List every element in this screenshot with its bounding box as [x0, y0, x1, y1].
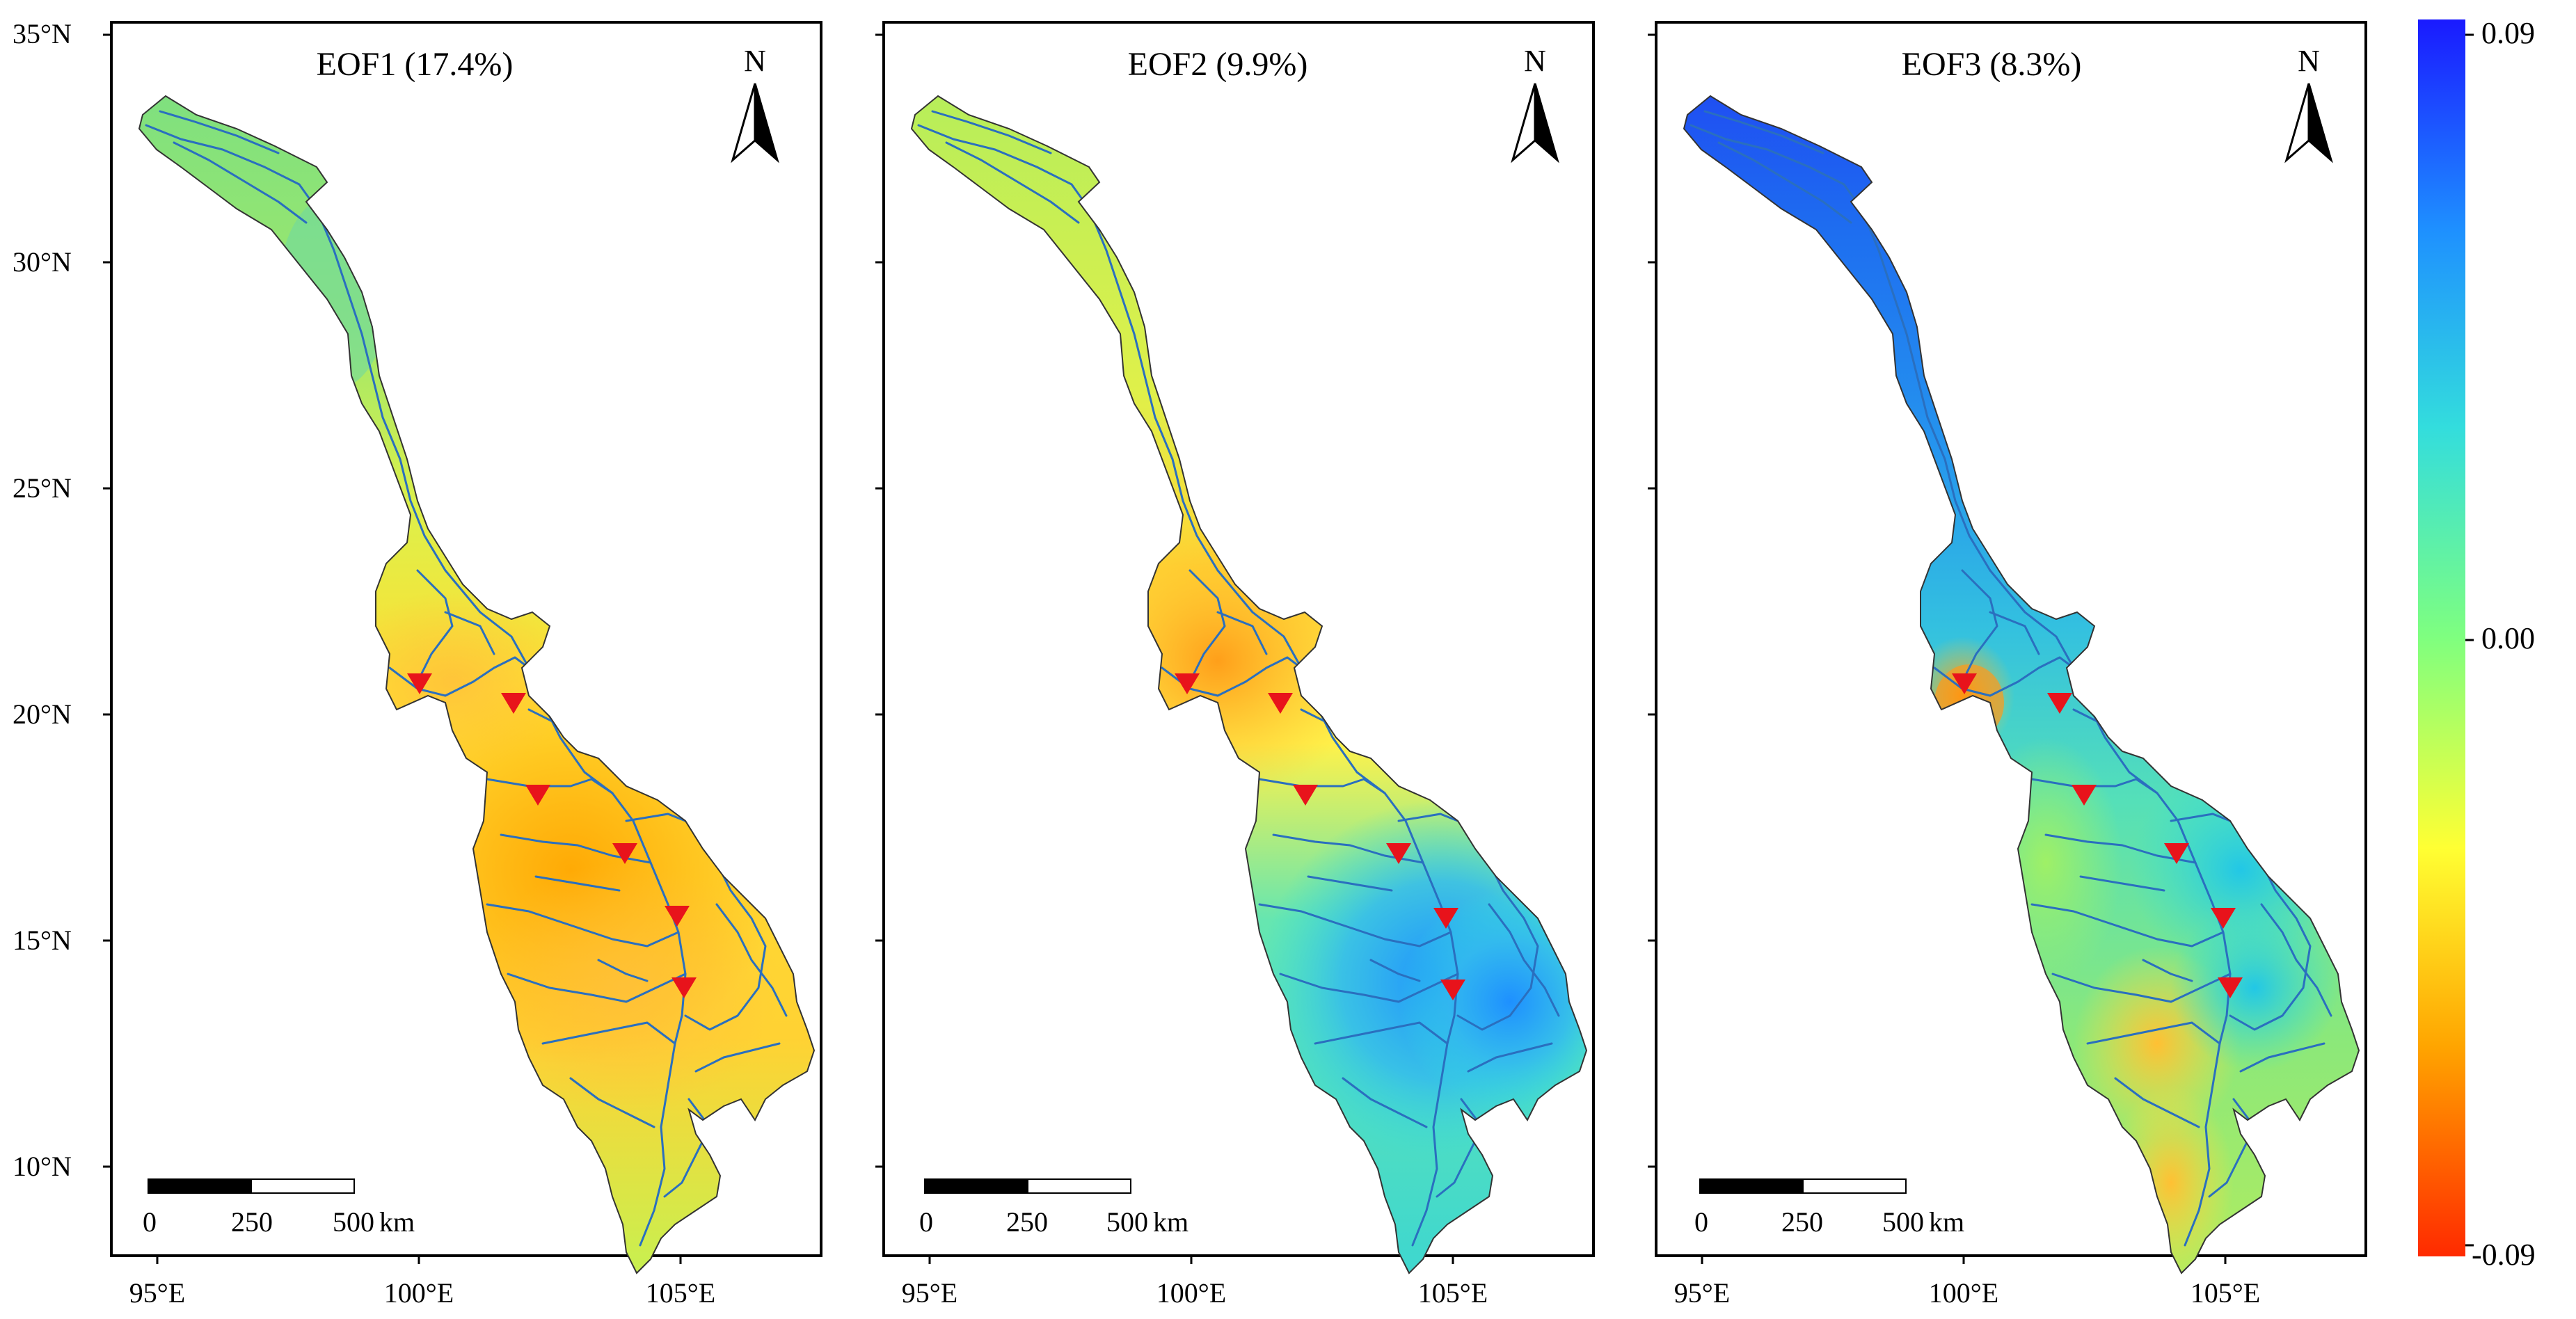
- colorbar-ramp: [2418, 19, 2465, 1256]
- station-marker: [1952, 673, 1977, 694]
- panel-title: EOF2 (9.9%): [1128, 46, 1308, 83]
- lat-label-30: 30°N: [13, 246, 72, 278]
- lon-label-95: 95°E: [902, 1277, 957, 1309]
- station-marker: [501, 693, 526, 714]
- longitude-axis: 95°E 100°E 105°E: [902, 1277, 1488, 1309]
- panel-eof3: EOF3 (8.3%) N 0 250 500 km 95°E 100°E 10…: [1648, 21, 2367, 1309]
- scale-tick-500: 500: [1106, 1206, 1148, 1238]
- station-marker: [2211, 908, 2236, 929]
- station-marker: [525, 785, 550, 806]
- panel-eof1: EOF1 (17.4%) N 0 250 500 km 95°E 100°E 1…: [103, 21, 822, 1309]
- station-marker: [1440, 980, 1465, 1000]
- lat-ticks: [1648, 33, 1656, 1168]
- lon-label-105: 105°E: [2191, 1277, 2260, 1309]
- lat-ticks: [875, 33, 884, 1168]
- latitude-axis: 35°N 30°N 25°N 20°N 15°N 10°N: [13, 18, 72, 1182]
- station-marker: [407, 673, 432, 694]
- svg-text:N: N: [2298, 44, 2320, 78]
- longitude-axis: 95°E 100°E 105°E: [1674, 1277, 2260, 1309]
- north-arrow-icon: N: [2285, 44, 2332, 161]
- lat-label-10: 10°N: [13, 1151, 72, 1182]
- scale-unit: km: [1929, 1206, 1964, 1238]
- panel-title: EOF3 (8.3%): [1902, 46, 2082, 83]
- colorbar-mid-label: 0.00: [2481, 621, 2535, 655]
- north-arrow-icon: N: [731, 44, 779, 161]
- svg-text:N: N: [744, 44, 766, 78]
- scale-bar: 0 250 500 km: [919, 1178, 1188, 1238]
- station-marker: [1433, 908, 1458, 929]
- station-marker: [2047, 693, 2072, 714]
- lon-ticks: [156, 1256, 682, 1264]
- lon-label-95: 95°E: [1674, 1277, 1730, 1309]
- station-marker: [671, 977, 697, 998]
- scale-bar: 0 250 500 km: [1694, 1178, 1964, 1238]
- scale-tick-250: 250: [231, 1206, 273, 1238]
- colorbar: 0.09 0.00 -0.09: [2418, 16, 2536, 1272]
- colorbar-max-label: 0.09: [2481, 16, 2535, 50]
- station-marker: [665, 906, 690, 927]
- scale-tick-0: 0: [919, 1206, 933, 1238]
- lon-ticks: [928, 1256, 1454, 1264]
- station-marker: [612, 843, 637, 864]
- scale-unit: km: [379, 1206, 415, 1238]
- scale-tick-0: 0: [143, 1206, 157, 1238]
- station-marker: [1268, 693, 1293, 714]
- svg-text:N: N: [1524, 44, 1546, 78]
- gauging-stations: [1175, 673, 1465, 1000]
- north-arrow-icon: N: [1511, 44, 1559, 161]
- lon-label-100: 100°E: [384, 1277, 454, 1309]
- station-marker: [2218, 977, 2243, 998]
- station-marker: [1175, 673, 1200, 694]
- scale-bar: 0 250 500 km: [143, 1178, 415, 1238]
- lat-label-20: 20°N: [13, 698, 72, 730]
- scale-tick-0: 0: [1694, 1206, 1708, 1238]
- station-marker: [1386, 843, 1411, 864]
- lon-label-105: 105°E: [646, 1277, 715, 1309]
- lon-label-95: 95°E: [129, 1277, 185, 1309]
- lat-ticks: [103, 33, 111, 1168]
- lon-ticks: [1701, 1256, 2227, 1264]
- scale-tick-500: 500: [333, 1206, 374, 1238]
- gauging-stations: [1952, 673, 2243, 998]
- scale-tick-250: 250: [1781, 1206, 1823, 1238]
- station-marker: [2072, 785, 2097, 806]
- scale-tick-500: 500: [1882, 1206, 1924, 1238]
- lon-label-100: 100°E: [1156, 1277, 1226, 1309]
- station-marker: [2164, 843, 2189, 864]
- lon-label-105: 105°E: [1418, 1277, 1488, 1309]
- panel-eof2: EOF2 (9.9%) N 0 250 500 km 95°E 100°E 10…: [875, 21, 1595, 1309]
- scale-unit: km: [1153, 1206, 1188, 1238]
- gauging-stations: [407, 673, 697, 998]
- panel-title: EOF1 (17.4%): [317, 46, 514, 83]
- scale-tick-250: 250: [1006, 1206, 1048, 1238]
- station-marker: [1293, 785, 1318, 806]
- colorbar-min-label: -0.09: [2472, 1238, 2536, 1272]
- lon-label-100: 100°E: [1929, 1277, 1998, 1309]
- longitude-axis: 95°E 100°E 105°E: [129, 1277, 715, 1309]
- lat-label-15: 15°N: [13, 925, 72, 956]
- lat-label-25: 25°N: [13, 472, 72, 504]
- lat-label-35: 35°N: [13, 18, 72, 49]
